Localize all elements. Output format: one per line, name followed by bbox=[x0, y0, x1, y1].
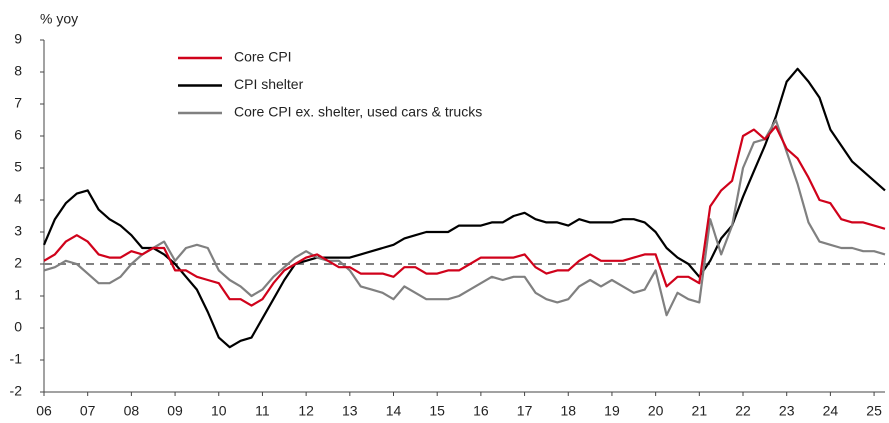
x-tick-label: 14 bbox=[386, 403, 402, 419]
x-tick-label: 19 bbox=[604, 403, 620, 419]
y-tick-label: 4 bbox=[14, 191, 22, 207]
y-tick-label: 8 bbox=[14, 63, 22, 79]
y-tick-label: 7 bbox=[14, 95, 22, 111]
y-tick-label: -1 bbox=[10, 351, 23, 367]
x-tick-label: 08 bbox=[124, 403, 140, 419]
x-tick-label: 18 bbox=[560, 403, 576, 419]
x-tick-label: 17 bbox=[517, 403, 533, 419]
x-tick-label: 24 bbox=[823, 403, 839, 419]
x-tick-label: 22 bbox=[735, 403, 751, 419]
series-line bbox=[43, 125, 886, 307]
x-tick-label: 11 bbox=[255, 403, 270, 419]
x-tick-label: 15 bbox=[429, 403, 445, 419]
x-tick-label: 06 bbox=[36, 403, 52, 419]
x-tick-label: 21 bbox=[692, 403, 708, 419]
x-tick-label: 12 bbox=[298, 403, 314, 419]
x-tick-label: 07 bbox=[80, 403, 96, 419]
legend-label: Core CPI bbox=[234, 49, 292, 65]
x-tick-label: 25 bbox=[866, 403, 882, 419]
x-tick-label: 20 bbox=[648, 403, 664, 419]
y-tick-label: 6 bbox=[14, 127, 22, 143]
y-tick-label: 1 bbox=[14, 287, 22, 303]
y-tick-label: 0 bbox=[14, 319, 22, 335]
y-tick-label: 3 bbox=[14, 223, 22, 239]
x-tick-label: 10 bbox=[211, 403, 227, 419]
x-tick-label: 16 bbox=[473, 403, 489, 419]
x-tick-label: 09 bbox=[167, 403, 183, 419]
series-line bbox=[43, 118, 886, 317]
legend-label: Core CPI ex. shelter, used cars & trucks bbox=[234, 104, 482, 120]
legend-label: CPI shelter bbox=[234, 76, 304, 92]
series-line bbox=[42, 67, 886, 349]
y-tick-label: 2 bbox=[14, 255, 22, 271]
y-tick-label: 9 bbox=[14, 31, 22, 47]
y-tick-label: 5 bbox=[14, 159, 22, 175]
x-tick-label: 13 bbox=[342, 403, 358, 419]
y-tick-label: -2 bbox=[10, 383, 23, 399]
y-axis-label: % yoy bbox=[40, 11, 78, 27]
x-tick-label: 23 bbox=[779, 403, 795, 419]
